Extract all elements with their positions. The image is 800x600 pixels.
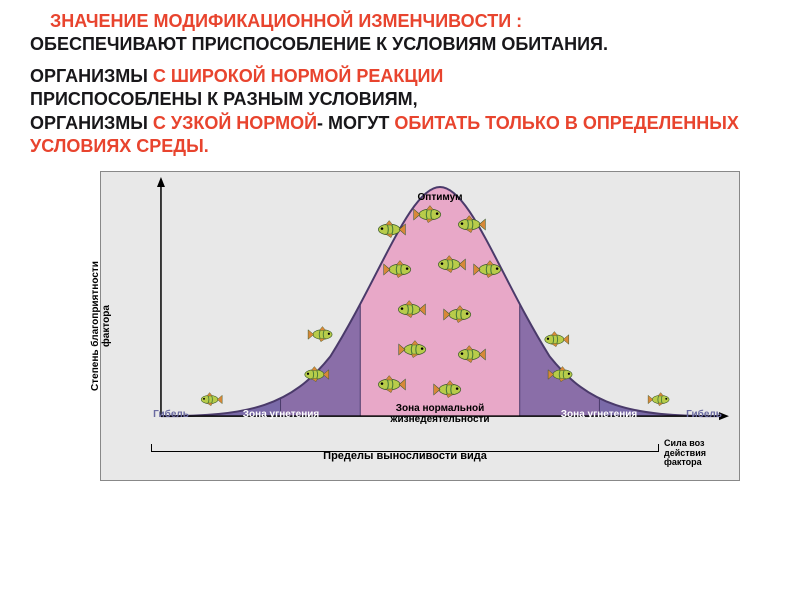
chart-inner: Оптимум Зона угнетения Зона угнетения Зо… [151,177,729,430]
fish-icon [417,206,446,229]
title-block: ЗНАЧЕНИЕ МОДИФИКАЦИОННОЙ ИЗМЕНЧИВОСТИ : … [0,0,800,166]
bracket-label: Пределы выносливости вида [151,450,659,480]
text-red: С ШИРОКОЙ НОРМОЙ РЕАКЦИИ [153,66,443,86]
chart-container: Оптимум Зона угнетения Зона угнетения Зо… [100,171,740,481]
fish-icon [402,341,431,364]
label-optimum: Оптимум [390,192,490,203]
fish-icon [200,393,222,412]
y-axis-label: Степень благоприятностифактора [90,226,112,426]
fish-icon [477,261,506,284]
fish-icon [313,327,339,348]
fish-icon [543,332,569,353]
label-gibel-left: Гибель [141,409,201,420]
fish-icon [377,376,406,399]
text-red: ЗНАЧЕНИЕ МОДИФИКАЦИОННОЙ ИЗМЕНЧИВОСТИ : [50,11,522,31]
fish-icon [437,381,466,404]
title-line-2: ОБЕСПЕЧИВАЮТ ПРИСПОСОБЛЕНИЕ К УСЛОВИЯМ О… [30,33,770,56]
title-line-5: ОРГАНИЗМЫ С УЗКОЙ НОРМОЙ- МОГУТ ОБИТАТЬ … [30,112,770,159]
fish-icon [377,221,406,244]
label-ugn-left: Зона угнетения [231,409,331,420]
title-line-1: ЗНАЧЕНИЕ МОДИФИКАЦИОННОЙ ИЗМЕНЧИВОСТИ : [30,10,770,33]
fish-icon [457,216,486,239]
fish-icon [303,367,329,388]
x-axis-label: Сила воздействияфактора [664,439,734,469]
text-red: С УЗКОЙ НОРМОЙ [153,113,317,133]
fish-icon [447,306,476,329]
fish-icon [397,301,426,324]
label-normal: Зона нормальнойжизнедеятельности [370,403,510,425]
label-gibel-right: Гибель [674,409,734,420]
title-line-3: ОРГАНИЗМЫ С ШИРОКОЙ НОРМОЙ РЕАКЦИИ [30,65,770,88]
title-line-4: ПРИСПОСОБЛЕНЫ К РАЗНЫМ УСЛОВИЯМ, [30,88,770,111]
fish-icon [437,256,466,279]
label-ugn-right: Зона угнетения [549,409,649,420]
text-black: - МОГУТ [317,113,394,133]
fish-icon [457,346,486,369]
text-black: ОРГАНИЗМЫ [30,66,153,86]
fish-icon [387,261,416,284]
text-black: ОРГАНИЗМЫ [30,113,153,133]
fish-icon [553,367,579,388]
